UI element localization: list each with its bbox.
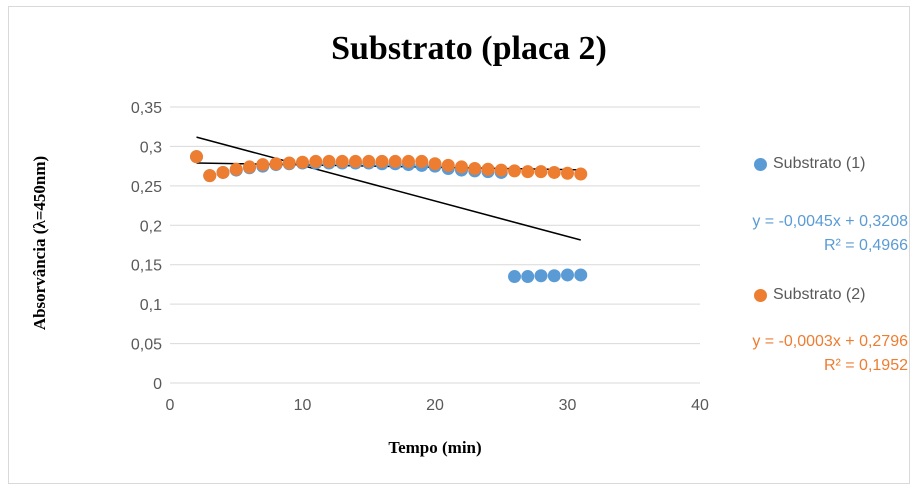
data-point-series-2: [296, 155, 309, 169]
data-point-series-2: [269, 157, 283, 171]
data-point-series-2: [534, 165, 548, 179]
x-tick-label: 10: [294, 397, 312, 414]
x-axis-label: Tempo (min): [388, 438, 482, 457]
data-point-series-2: [216, 165, 230, 179]
data-point-series-2: [468, 162, 482, 176]
data-point-series-2: [335, 154, 349, 168]
data-point-series-2: [190, 150, 203, 164]
legend-marker-substrato-1: [754, 157, 767, 171]
data-point-series-2: [481, 162, 495, 176]
data-point-series-1: [508, 270, 521, 284]
y-tick-label: 0,15: [131, 258, 162, 275]
x-tick-label: 20: [426, 397, 444, 414]
y-tick-label: 0,05: [131, 337, 162, 354]
x-tick-label: 40: [691, 397, 709, 414]
data-point-series-2: [282, 156, 296, 170]
data-point-series-1: [574, 268, 588, 282]
y-tick-label: 0,1: [140, 297, 162, 314]
data-point-series-2: [455, 160, 468, 174]
data-point-series-2: [229, 162, 243, 176]
y-tick-label: 0,25: [131, 179, 162, 196]
r2-text-substrato-1: R² = 0,4966: [823, 237, 908, 254]
data-point-series-2: [388, 154, 402, 168]
data-point-series-2: [428, 157, 442, 171]
trendline-series-1: [196, 136, 581, 241]
data-point-series-1: [521, 270, 535, 284]
legend-item-substrato-1: Substrato (1): [754, 155, 865, 173]
data-point-series-1: [547, 269, 561, 283]
trendline-equation-substrato-1: y = -0,0045x + 0,3208 R² = 0,4966: [752, 210, 908, 258]
data-point-series-2: [415, 154, 429, 168]
legend-marker-substrato-2: [754, 288, 767, 302]
legend-item-substrato-2: Substrato (2): [754, 286, 865, 304]
data-point-series-2: [494, 163, 508, 177]
data-point-series-2: [521, 165, 535, 179]
chart-area: [8, 6, 910, 484]
data-point-series-2: [561, 166, 574, 180]
chart-title: Substrato (placa 2): [331, 30, 607, 67]
data-point-series-2: [375, 154, 389, 168]
data-point-series-1: [561, 268, 574, 282]
y-tick-label: 0,35: [131, 100, 162, 117]
data-point-series-2: [402, 154, 415, 168]
equation-text-substrato-1: y = -0,0045x + 0,3208: [752, 213, 908, 230]
y-tick-label: 0,2: [140, 218, 162, 235]
equation-text-substrato-2: y = -0,0003x + 0,2796: [752, 333, 908, 350]
x-tick-label: 0: [166, 397, 175, 414]
data-point-series-2: [203, 169, 217, 183]
y-tick-label: 0: [153, 376, 162, 393]
data-point-series-2: [362, 154, 376, 168]
x-tick-label: 30: [559, 397, 577, 414]
legend-label-substrato-2: Substrato (2): [773, 286, 866, 303]
r2-text-substrato-2: R² = 0,1952: [823, 357, 908, 374]
data-point-series-2: [508, 164, 521, 178]
y-tick-label: 0,3: [140, 139, 162, 156]
data-point-series-2: [322, 154, 336, 168]
data-point-series-2: [441, 158, 455, 172]
data-point-series-2: [243, 160, 256, 174]
y-axis-label: Absorvância (λ=450nm): [30, 155, 49, 331]
legend-label-substrato-1: Substrato (1): [773, 155, 866, 172]
trendline-equation-substrato-2: y = -0,0003x + 0,2796 R² = 0,1952: [752, 330, 908, 378]
data-point-series-2: [256, 158, 270, 172]
data-point-series-2: [349, 154, 362, 168]
data-point-series-2: [574, 167, 588, 181]
data-point-series-2: [547, 165, 561, 179]
data-point-series-2: [309, 154, 323, 168]
data-point-series-1: [534, 269, 548, 283]
